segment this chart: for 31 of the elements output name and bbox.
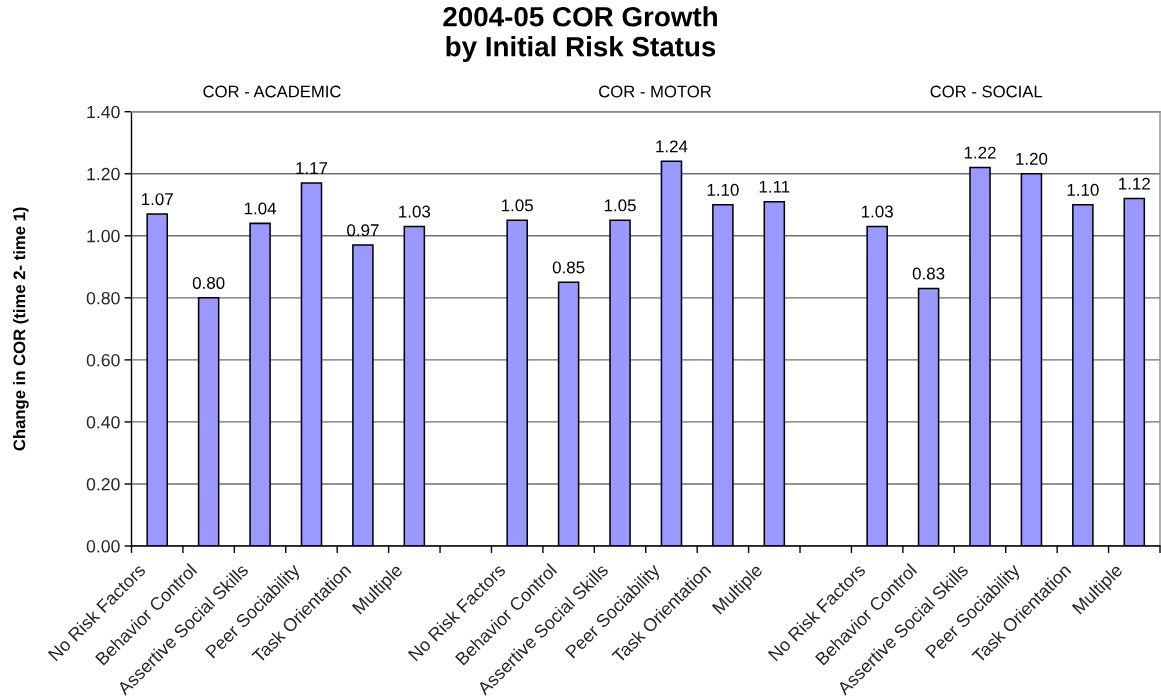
y-tick-label: 0.00 <box>86 540 120 553</box>
data-label: 1.05 <box>604 199 636 212</box>
data-label: 1.12 <box>1119 177 1150 190</box>
data-label: 0.80 <box>192 276 225 289</box>
y-tick-label: 1.40 <box>87 105 120 119</box>
text: COR - SOCIAL <box>930 85 1043 98</box>
y-tick-label: 1.00 <box>87 229 120 243</box>
y-tick-label: 1.20 <box>87 167 120 181</box>
y-axis-title: Change in COR (time 2- time 1) <box>13 207 29 451</box>
y-tick-label: 0.40 <box>86 415 120 429</box>
y-tick-label: 0.20 <box>86 478 120 491</box>
chart-title: 2004-05 COR Growth by Initial Risk Status <box>443 6 717 62</box>
data-label: 1.17 <box>296 162 328 174</box>
data-label: 1.07 <box>142 193 173 206</box>
data-label: 1.10 <box>1067 183 1099 196</box>
text: COR - ACADEMIC <box>203 85 341 98</box>
data-label: 0.97 <box>347 224 379 237</box>
data-label: 1.03 <box>399 205 431 218</box>
y-tick-label: 0.60 <box>86 353 120 367</box>
data-label: 1.22 <box>964 146 996 159</box>
data-label: 0.85 <box>552 261 585 274</box>
data-label: 1.20 <box>1016 152 1048 165</box>
text: COR - MOTOR <box>599 85 712 98</box>
data-label: 1.03 <box>861 205 893 218</box>
data-label: 1.04 <box>244 202 277 215</box>
y-tick-label: 0.80 <box>86 291 120 305</box>
data-label: 0.83 <box>912 267 945 280</box>
data-label: 1.24 <box>656 140 688 153</box>
data-label: 1.11 <box>759 180 790 193</box>
data-label: 1.05 <box>501 199 533 212</box>
data-label: 1.10 <box>707 183 739 196</box>
